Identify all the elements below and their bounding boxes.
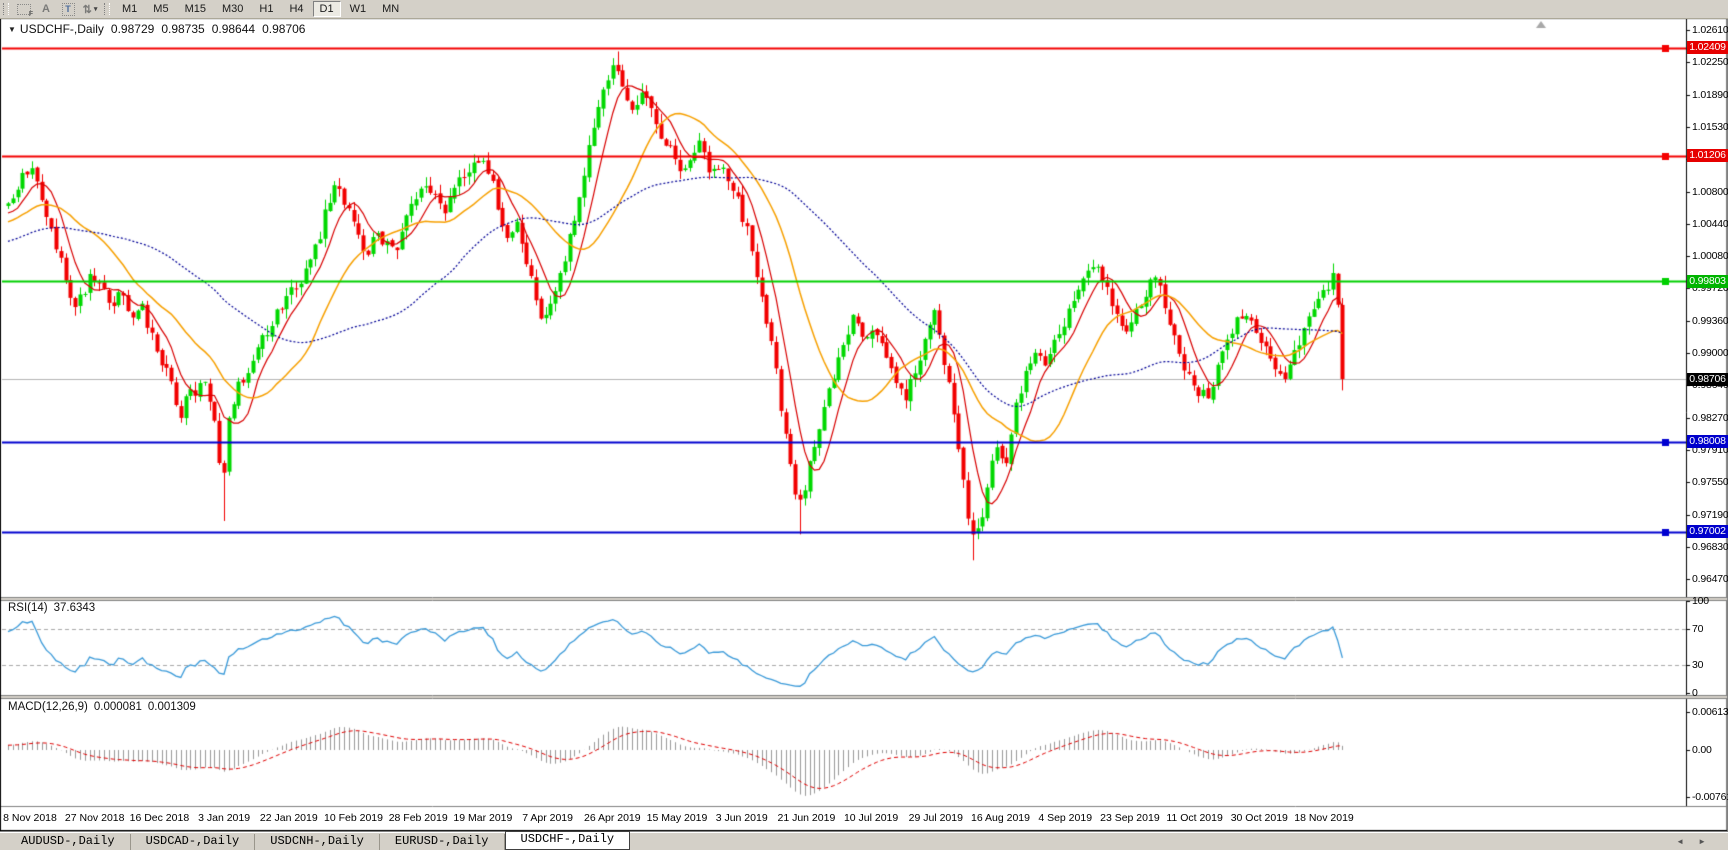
rsi-tick-label: 30 — [1692, 659, 1704, 672]
price-badge: 0.99803 — [1687, 274, 1728, 288]
price-badge: 1.01206 — [1687, 149, 1728, 163]
rsi-name: RSI(14) — [8, 602, 48, 614]
tab-scroll-left-icon[interactable]: ◄ — [1676, 837, 1699, 846]
date-tick-label: 22 Jan 2019 — [259, 812, 318, 824]
macd-tick-label: 0.00613 — [1692, 706, 1728, 718]
price-tick-label: 1.02610 — [1692, 24, 1728, 36]
chart-tab-audusd[interactable]: AUDUSD-,Daily — [6, 834, 131, 850]
chart-grid-tool-button[interactable]: F — [13, 2, 35, 18]
tab-scroll-arrows: ◄► — [1676, 837, 1720, 846]
price-tick-label: 0.96830 — [1692, 540, 1728, 553]
price-tick-label: 0.96470 — [1692, 573, 1728, 586]
ohlc-high: 0.98735 — [161, 22, 205, 36]
price-tick-label: 0.98270 — [1692, 411, 1728, 424]
chart-tab-usdchf[interactable]: USDCHF-,Daily — [504, 831, 631, 850]
grid-icon-f-label: F — [28, 10, 33, 18]
chart-title: ▼ USDCHF-,Daily 0.98729 0.98735 0.98644 0.987… — [8, 22, 305, 36]
timeframe-button-M30[interactable]: M30 — [221, 3, 244, 15]
timeframe-button-H4[interactable]: H4 — [289, 3, 304, 15]
chart-symbol-period: USDCHF-,Daily — [19, 22, 104, 36]
date-tick-label: 28 Feb 2019 — [388, 812, 448, 824]
boxed-t-icon: T — [61, 2, 75, 16]
rsi-tick-label: 100 — [1692, 595, 1709, 607]
macd-tick-label: -0.00761 — [1692, 791, 1728, 804]
price-badge: 0.97002 — [1687, 525, 1728, 539]
timeframe-button-M1[interactable]: M1 — [122, 3, 138, 15]
toolbar-grip[interactable] — [3, 3, 9, 15]
date-tick-label: 8 Nov 2018 — [3, 812, 57, 824]
toolbar: F A T ⇅ ▾ M1 M5 M15 M30 H1 H4 D1 W1 MN — [0, 0, 1728, 19]
price-badge: 0.98706 — [1687, 372, 1728, 386]
timeframe-button-D1[interactable]: D1 — [312, 1, 341, 17]
price-tick-label: 1.00080 — [1692, 250, 1728, 263]
chart-tab-usdcnh[interactable]: USDCNH-,Daily — [255, 834, 380, 850]
date-tick-label: 3 Jan 2019 — [198, 812, 251, 824]
price-badge: 0.98008 — [1687, 435, 1728, 449]
toolbar-grip[interactable] — [104, 3, 110, 15]
macd-signal-value: 0.001309 — [147, 701, 196, 713]
date-tick-label: 7 Apr 2019 — [522, 812, 573, 824]
date-tick-label: 3 Jun 2019 — [715, 812, 768, 824]
text-a-icon: A — [42, 3, 50, 15]
rsi-tick-label: 70 — [1692, 622, 1704, 635]
rsi-value: 37.6343 — [53, 602, 96, 614]
date-tick-label: 19 Mar 2019 — [453, 812, 513, 824]
date-tick-label: 27 Nov 2018 — [64, 812, 125, 824]
price-badge: 1.02409 — [1687, 41, 1728, 55]
date-tick-label: 23 Sep 2019 — [1100, 812, 1160, 824]
rsi-tick-label: 0 — [1692, 687, 1698, 699]
price-tick-label: 0.99360 — [1692, 314, 1728, 327]
price-tick-label: 0.97190 — [1692, 508, 1728, 521]
date-tick-label: 26 Apr 2019 — [583, 812, 641, 824]
timeframe-button-M15[interactable]: M15 — [184, 3, 206, 15]
timeframe-button-group: M1 M5 M15 M30 H1 H4 D1 W1 MN — [114, 0, 407, 18]
text-label-tool-button[interactable]: A — [35, 2, 57, 17]
macd-tick-label: 0.00 — [1692, 744, 1712, 756]
chart-dropdown-caret-icon[interactable]: ▼ — [8, 25, 16, 34]
chart-tab-bar: AUDUSD-,Daily USDCAD-,Daily USDCNH-,Daily E… — [0, 831, 1728, 850]
timeframe-button-M5[interactable]: M5 — [153, 3, 169, 15]
price-tick-label: 1.02250 — [1692, 56, 1728, 69]
date-tick-label: 16 Dec 2018 — [129, 812, 190, 824]
date-tick-label: 10 Jul 2019 — [843, 812, 899, 824]
date-tick-label: 16 Aug 2019 — [971, 812, 1030, 824]
cycle-lines-tool-button[interactable]: ⇅ ▾ — [79, 2, 101, 17]
timeframe-button-H1[interactable]: H1 — [259, 3, 274, 15]
price-tick-label: 1.01530 — [1692, 120, 1728, 133]
macd-indicator-label: MACD(12,26,9) 0.000081 0.001309 — [8, 701, 202, 713]
chart-tab-usdcad[interactable]: USDCAD-,Daily — [131, 834, 256, 850]
price-tick-label: 0.97550 — [1692, 476, 1728, 489]
date-tick-label: 10 Feb 2019 — [324, 812, 383, 824]
price-tick-label: 1.00440 — [1692, 217, 1728, 230]
text-box-tool-button[interactable]: T — [57, 2, 79, 17]
chart-tab-eurusd[interactable]: EURUSD-,Daily — [380, 834, 505, 850]
timeframe-button-W1[interactable]: W1 — [349, 3, 367, 15]
dropdown-caret-icon: ▾ — [93, 6, 98, 13]
macd-name: MACD(12,26,9) — [8, 701, 88, 713]
date-tick-label: 11 Oct 2019 — [1166, 812, 1223, 824]
date-tick-label: 21 Jun 2019 — [777, 812, 836, 824]
ohlc-close: 0.98706 — [262, 22, 306, 36]
date-tick-label: 30 Oct 2019 — [1230, 812, 1288, 824]
tab-scroll-right-icon[interactable]: ► — [1698, 837, 1720, 846]
ohlc-open: 0.98729 — [110, 22, 155, 36]
price-tick-label: 1.01890 — [1692, 88, 1728, 101]
timeframe-button-MN[interactable]: MN — [382, 3, 400, 15]
macd-value: 0.000081 — [93, 701, 142, 713]
rsi-indicator-label: RSI(14) 37.6343 — [8, 602, 101, 614]
date-tick-label: 29 Jul 2019 — [908, 812, 963, 824]
date-tick-label: 18 Nov 2019 — [1294, 812, 1354, 824]
arrows-icon: ⇅ — [82, 3, 92, 16]
ohlc-low: 0.98644 — [211, 22, 256, 36]
date-tick-label: 15 May 2019 — [646, 812, 708, 824]
price-tick-label: 0.99000 — [1692, 347, 1728, 359]
price-tick-label: 1.00800 — [1692, 185, 1728, 198]
date-tick-label: 4 Sep 2019 — [1038, 812, 1093, 824]
grid-icon — [17, 3, 31, 15]
